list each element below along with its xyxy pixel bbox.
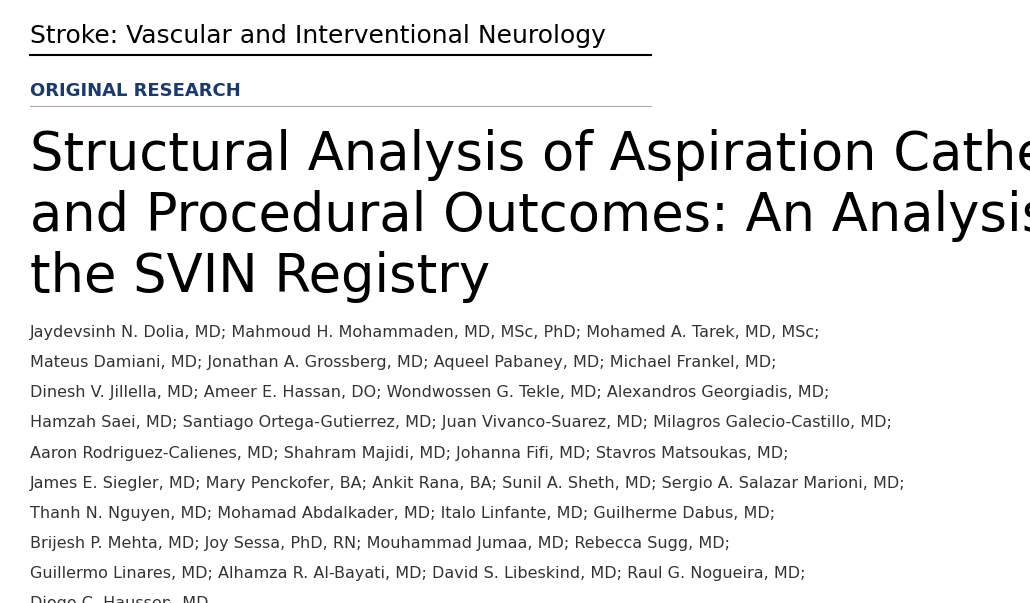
- Text: and Procedural Outcomes: An Analysis of: and Procedural Outcomes: An Analysis of: [30, 191, 1030, 242]
- Text: Brijesh P. Mehta, MD; Joy Sessa, PhD, RN; Mouhammad Jumaa, MD; Rebecca Sugg, MD;: Brijesh P. Mehta, MD; Joy Sessa, PhD, RN…: [30, 536, 730, 551]
- Text: Dinesh V. Jillella, MD; Ameer E. Hassan, DO; Wondwossen G. Tekle, MD; Alexandros: Dinesh V. Jillella, MD; Ameer E. Hassan,…: [30, 385, 829, 400]
- Text: Jaydevsinh N. Dolia, MD; Mahmoud H. Mohammaden, MD, MSc, PhD; Mohamed A. Tarek, : Jaydevsinh N. Dolia, MD; Mahmoud H. Moha…: [30, 325, 821, 340]
- Text: Aaron Rodriguez-Calienes, MD; Shahram Majidi, MD; Johanna Fifi, MD; Stavros Mats: Aaron Rodriguez-Calienes, MD; Shahram Ma…: [30, 446, 789, 461]
- Text: Structural Analysis of Aspiration Catheters: Structural Analysis of Aspiration Cathet…: [30, 130, 1030, 182]
- Text: Diogo C. Haussen, MD: Diogo C. Haussen, MD: [30, 596, 209, 603]
- Text: ORIGINAL RESEARCH: ORIGINAL RESEARCH: [30, 82, 241, 100]
- Circle shape: [161, 599, 178, 603]
- Text: iD: iD: [166, 601, 174, 603]
- Text: Guillermo Linares, MD; Alhamza R. Al-Bayati, MD; David S. Libeskind, MD; Raul G.: Guillermo Linares, MD; Alhamza R. Al-Bay…: [30, 566, 805, 581]
- Text: Stroke: Vascular and Interventional Neurology: Stroke: Vascular and Interventional Neur…: [30, 24, 606, 48]
- Text: Thanh N. Nguyen, MD; Mohamad Abdalkader, MD; Italo Linfante, MD; Guilherme Dabus: Thanh N. Nguyen, MD; Mohamad Abdalkader,…: [30, 506, 776, 521]
- Text: Mateus Damiani, MD; Jonathan A. Grossberg, MD; Aqueel Pabaney, MD; Michael Frank: Mateus Damiani, MD; Jonathan A. Grossber…: [30, 355, 777, 370]
- Text: James E. Siegler, MD; Mary Penckofer, BA; Ankit Rana, BA; Sunil A. Sheth, MD; Se: James E. Siegler, MD; Mary Penckofer, BA…: [30, 476, 905, 491]
- Text: the SVIN Registry: the SVIN Registry: [30, 251, 490, 303]
- Text: Hamzah Saei, MD; Santiago Ortega-Gutierrez, MD; Juan Vivanco-Suarez, MD; Milagro: Hamzah Saei, MD; Santiago Ortega-Gutierr…: [30, 415, 892, 431]
